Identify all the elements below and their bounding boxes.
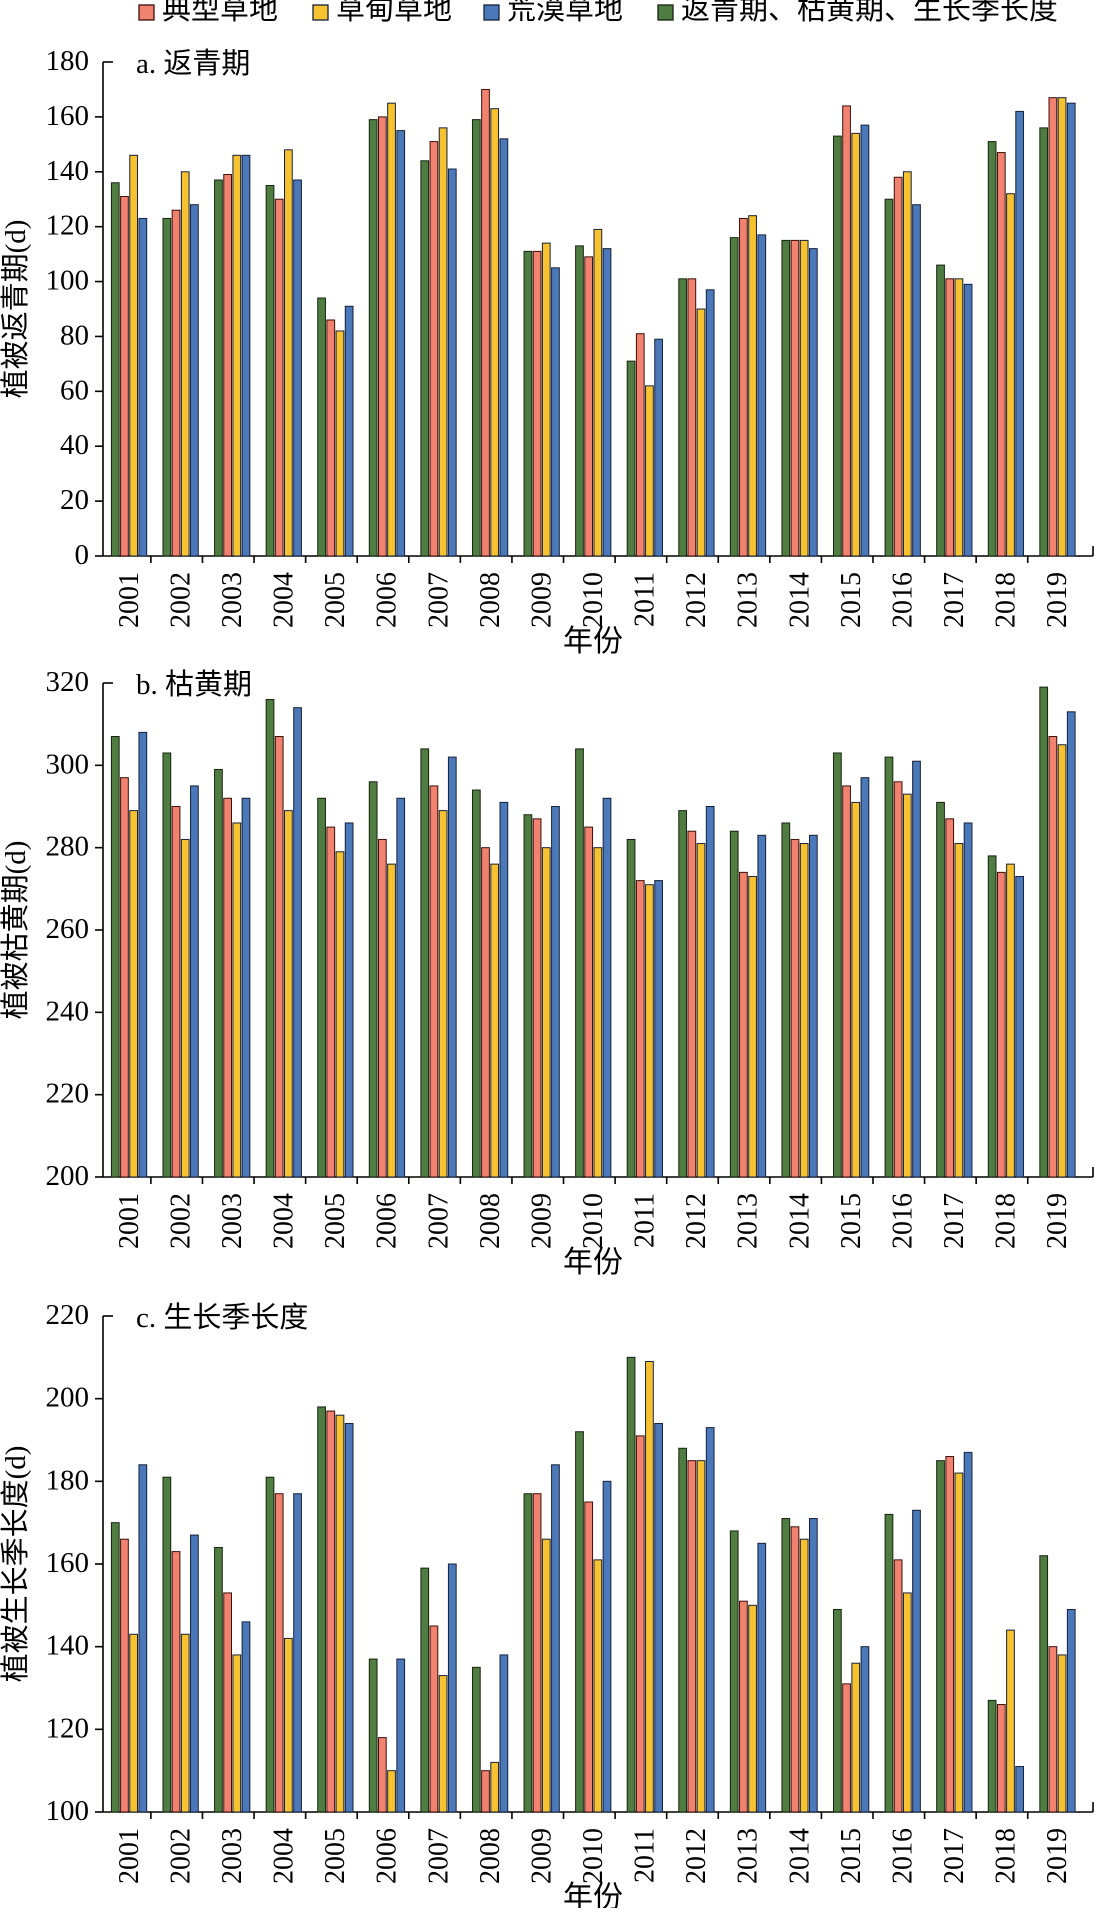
svg-text:100: 100 — [46, 265, 90, 297]
svg-text:植被返青期(d): 植被返青期(d) — [0, 220, 32, 399]
svg-text:2001: 2001 — [114, 1193, 145, 1249]
svg-text:100: 100 — [46, 1795, 90, 1827]
svg-text:120: 120 — [46, 1712, 90, 1744]
svg-text:2012: 2012 — [681, 1828, 712, 1884]
svg-text:c. 生长季长度: c. 生长季长度 — [136, 1301, 308, 1334]
svg-text:20: 20 — [60, 484, 89, 516]
svg-text:2009: 2009 — [526, 572, 557, 628]
svg-text:2001: 2001 — [114, 1828, 145, 1884]
svg-text:2007: 2007 — [423, 1828, 454, 1884]
svg-text:2011: 2011 — [630, 1828, 661, 1883]
svg-text:2019: 2019 — [1042, 1193, 1073, 1249]
svg-text:2006: 2006 — [372, 1193, 403, 1249]
svg-text:2002: 2002 — [165, 1193, 196, 1249]
svg-text:年份: 年份 — [563, 1881, 623, 1908]
svg-text:140: 140 — [46, 155, 90, 187]
svg-text:160: 160 — [46, 1547, 90, 1579]
svg-text:b. 枯黄期: b. 枯黄期 — [136, 668, 252, 701]
svg-text:240: 240 — [46, 995, 90, 1027]
svg-text:2004: 2004 — [269, 1828, 300, 1884]
svg-text:2019: 2019 — [1042, 572, 1073, 628]
svg-text:草甸草地: 草甸草地 — [336, 0, 452, 26]
svg-text:40: 40 — [60, 429, 89, 461]
svg-text:80: 80 — [60, 319, 89, 351]
svg-text:2018: 2018 — [991, 572, 1022, 628]
svg-text:2016: 2016 — [887, 1193, 918, 1249]
svg-text:2003: 2003 — [217, 572, 248, 628]
svg-text:2013: 2013 — [733, 1193, 764, 1249]
svg-text:2006: 2006 — [372, 1828, 403, 1884]
svg-text:2015: 2015 — [836, 1193, 867, 1249]
svg-text:年份: 年份 — [563, 1246, 623, 1279]
svg-text:返青期、枯黄期、生长季长度: 返青期、枯黄期、生长季长度 — [681, 0, 1058, 26]
svg-text:荒漠草地: 荒漠草地 — [507, 0, 623, 26]
svg-text:2006: 2006 — [372, 572, 403, 628]
svg-text:120: 120 — [46, 210, 90, 242]
svg-text:2018: 2018 — [991, 1193, 1022, 1249]
svg-text:320: 320 — [46, 666, 90, 698]
svg-text:260: 260 — [46, 913, 90, 945]
svg-text:典型草地: 典型草地 — [162, 0, 278, 26]
svg-text:2015: 2015 — [836, 1828, 867, 1884]
svg-text:2008: 2008 — [475, 1828, 506, 1884]
svg-text:2012: 2012 — [681, 572, 712, 628]
svg-text:2004: 2004 — [269, 572, 300, 628]
svg-text:2010: 2010 — [578, 1193, 609, 1249]
svg-text:2003: 2003 — [217, 1193, 248, 1249]
svg-text:2013: 2013 — [733, 1828, 764, 1884]
svg-text:a. 返青期: a. 返青期 — [136, 47, 250, 80]
svg-text:2010: 2010 — [578, 572, 609, 628]
svg-text:2018: 2018 — [991, 1828, 1022, 1884]
svg-text:2002: 2002 — [165, 572, 196, 628]
svg-text:2004: 2004 — [269, 1193, 300, 1249]
svg-text:60: 60 — [60, 374, 89, 406]
svg-text:140: 140 — [46, 1630, 90, 1662]
svg-text:220: 220 — [46, 1078, 90, 1110]
svg-text:2011: 2011 — [630, 1193, 661, 1248]
svg-text:植被生长季长度(d): 植被生长季长度(d) — [0, 1446, 32, 1683]
svg-text:2014: 2014 — [784, 1828, 815, 1884]
svg-text:2013: 2013 — [733, 572, 764, 628]
svg-text:2015: 2015 — [836, 572, 867, 628]
svg-text:2010: 2010 — [578, 1828, 609, 1884]
svg-text:180: 180 — [46, 45, 90, 77]
svg-text:2016: 2016 — [887, 572, 918, 628]
svg-text:2005: 2005 — [320, 572, 351, 628]
svg-text:2017: 2017 — [939, 1193, 970, 1249]
svg-text:2009: 2009 — [526, 1828, 557, 1884]
svg-text:2011: 2011 — [630, 572, 661, 627]
svg-text:0: 0 — [75, 539, 90, 571]
svg-text:植被枯黄期(d): 植被枯黄期(d) — [0, 841, 32, 1020]
svg-text:2017: 2017 — [939, 1828, 970, 1884]
svg-text:2002: 2002 — [165, 1828, 196, 1884]
svg-text:180: 180 — [46, 1464, 90, 1496]
svg-text:2007: 2007 — [423, 1193, 454, 1249]
svg-text:2007: 2007 — [423, 572, 454, 628]
svg-text:200: 200 — [46, 1160, 90, 1192]
svg-text:2014: 2014 — [784, 1193, 815, 1249]
svg-text:年份: 年份 — [563, 625, 623, 658]
svg-text:2016: 2016 — [887, 1828, 918, 1884]
svg-text:200: 200 — [46, 1382, 90, 1414]
svg-text:2017: 2017 — [939, 572, 970, 628]
svg-text:220: 220 — [46, 1299, 90, 1331]
svg-text:2005: 2005 — [320, 1828, 351, 1884]
svg-text:2012: 2012 — [681, 1193, 712, 1249]
svg-text:2008: 2008 — [475, 1193, 506, 1249]
svg-text:160: 160 — [46, 100, 90, 132]
svg-text:2008: 2008 — [475, 572, 506, 628]
svg-text:2005: 2005 — [320, 1193, 351, 1249]
svg-text:2019: 2019 — [1042, 1828, 1073, 1884]
svg-text:2009: 2009 — [526, 1193, 557, 1249]
svg-text:2014: 2014 — [784, 572, 815, 628]
svg-text:2001: 2001 — [114, 572, 145, 628]
svg-text:300: 300 — [46, 748, 90, 780]
svg-text:280: 280 — [46, 831, 90, 863]
svg-text:2003: 2003 — [217, 1828, 248, 1884]
